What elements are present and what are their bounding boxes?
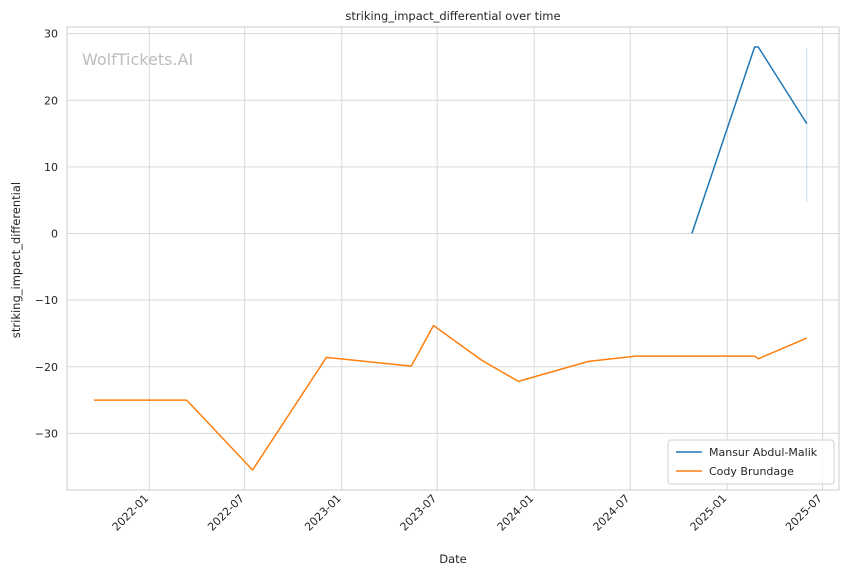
grid: [67, 27, 839, 490]
legend-label-mansur: Mansur Abdul-Malik: [709, 446, 818, 459]
legend-box: [667, 439, 835, 485]
series-layer: [93, 46, 808, 471]
legend: Mansur Abdul-Malik Cody Brundage: [667, 439, 835, 485]
x-tick-label: 2022-07: [205, 492, 247, 534]
y-tick-label: 0: [51, 228, 58, 241]
y-tick-label: 20: [44, 94, 58, 107]
x-tick-label: 2024-07: [591, 492, 633, 534]
watermark: WolfTickets.AI: [82, 50, 193, 69]
y-tick-label: −20: [35, 361, 58, 374]
y-tick-label: 30: [44, 28, 58, 41]
x-tick-label: 2023-01: [302, 492, 344, 534]
y-axis-title: striking_impact_differential: [9, 182, 23, 338]
y-tick-label: −10: [35, 294, 58, 307]
x-tick-label: 2024-01: [495, 492, 537, 534]
x-tick-label: 2023-07: [398, 492, 440, 534]
chart-title: striking_impact_differential over time: [345, 9, 560, 23]
y-tick-label: −30: [35, 427, 58, 440]
x-tick-label: 2025-01: [688, 492, 730, 534]
plot-frame: [66, 26, 840, 491]
x-tick-label: 2022-01: [110, 492, 152, 534]
series-line-0: [691, 46, 808, 234]
x-tick-label: 2025-07: [783, 492, 825, 534]
x-axis-title: Date: [439, 552, 467, 566]
series-line-1: [93, 324, 808, 471]
y-tick-label: 10: [44, 161, 58, 174]
legend-label-cody: Cody Brundage: [709, 465, 794, 478]
